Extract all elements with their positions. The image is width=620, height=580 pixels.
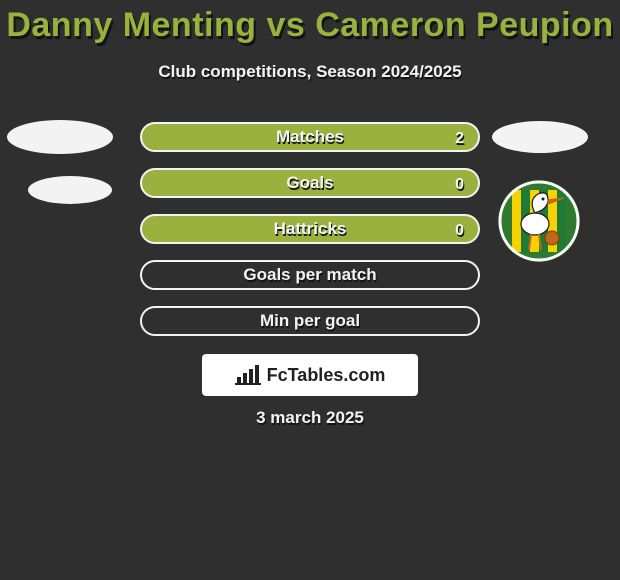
avatar-placeholder xyxy=(492,121,588,153)
stat-right-value: 00 xyxy=(455,170,464,200)
stat-right-value: 00 xyxy=(455,216,464,246)
stat-right-value: 22 xyxy=(455,124,464,154)
comparison-infographic: Danny Menting vs Cameron Peupion Danny M… xyxy=(0,0,620,580)
title-text: Danny Menting vs Cameron Peupion xyxy=(0,6,620,45)
stat-label: Goals per match Goals per match xyxy=(142,262,478,288)
stat-label: Goals Goals xyxy=(142,170,478,196)
date-text: 3 march 2025 xyxy=(0,408,620,428)
brand-text: FcTables.com xyxy=(267,365,386,386)
crest-svg xyxy=(498,180,580,262)
stat-label: Matches Matches xyxy=(142,124,478,150)
club-crest-ado-den-haag xyxy=(498,180,580,262)
avatar-placeholder xyxy=(28,176,112,204)
stat-label-text: Matches xyxy=(276,127,344,147)
subtitle: Club competitions, Season 2024/2025 Club… xyxy=(0,62,620,82)
stat-label-text: Min per goal xyxy=(260,311,360,331)
stat-label-text: Goals per match xyxy=(243,265,376,285)
date-label: 3 march 2025 3 march 2025 xyxy=(0,408,620,428)
stat-row-matches: Matches Matches 22 xyxy=(140,122,480,152)
brand-tag[interactable]: FcTables.com xyxy=(202,354,418,396)
stat-row-goals: Goals Goals 00 xyxy=(140,168,480,198)
stat-row-gpm: Goals per match Goals per match xyxy=(140,260,480,290)
avatar-placeholder xyxy=(7,120,113,154)
stat-label-text: Goals xyxy=(286,173,333,193)
stat-label: Min per goal Min per goal xyxy=(142,308,478,334)
stat-row-hattricks: Hattricks Hattricks 00 xyxy=(140,214,480,244)
stat-row-mpg: Min per goal Min per goal xyxy=(140,306,480,336)
stat-label-text: Hattricks xyxy=(274,219,347,239)
bar-chart-icon xyxy=(235,365,261,385)
subtitle-text: Club competitions, Season 2024/2025 xyxy=(0,62,620,82)
stat-label: Hattricks Hattricks xyxy=(142,216,478,242)
page-title: Danny Menting vs Cameron Peupion Danny M… xyxy=(0,6,620,45)
